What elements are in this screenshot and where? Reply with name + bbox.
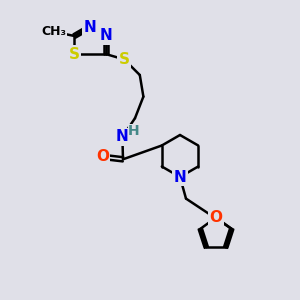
Text: CH₃: CH₃	[41, 25, 66, 38]
Text: S: S	[119, 52, 130, 67]
Text: N: N	[99, 28, 112, 44]
Text: N: N	[174, 169, 186, 184]
Text: S: S	[69, 46, 80, 62]
Text: N: N	[116, 129, 129, 144]
Text: O: O	[209, 210, 223, 225]
Text: O: O	[96, 149, 109, 164]
Text: H: H	[128, 124, 140, 138]
Text: N: N	[84, 20, 96, 34]
